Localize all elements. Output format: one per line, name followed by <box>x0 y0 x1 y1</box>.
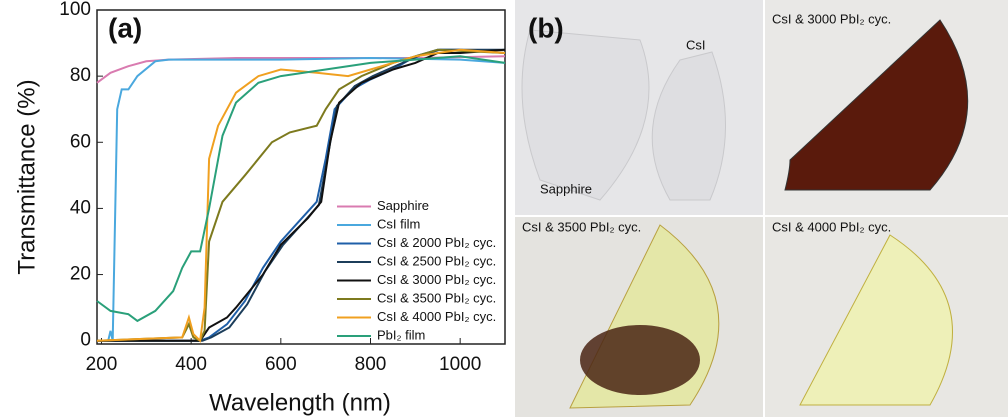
legend-label: CsI & 3000 PbI₂ cyc. <box>377 272 496 287</box>
panel-label: (b) <box>528 12 564 43</box>
photo-label: CsI & 3500 PbI₂ cyc. <box>522 219 641 234</box>
photo-label: CsI <box>686 37 706 52</box>
stain <box>580 325 700 395</box>
photo-panel: (b) CsI Sapphire CsI & 3000 PbI₂ cyc. Cs… <box>515 0 1008 417</box>
x-tick-label: 800 <box>355 354 387 375</box>
sample <box>784 19 969 191</box>
y-tick-label: 60 <box>70 131 91 152</box>
legend-label: PbI₂ film <box>377 327 425 342</box>
legend-label: CsI film <box>377 216 420 231</box>
photo-label: CsI & 4000 PbI₂ cyc. <box>772 219 891 234</box>
x-tick-label: 400 <box>175 354 207 375</box>
legend-label: Sapphire <box>377 198 429 213</box>
y-tick-label: 40 <box>70 197 91 218</box>
x-axis-label: Wavelength (nm) <box>209 389 391 416</box>
panel-label: (a) <box>108 12 142 43</box>
sample <box>521 29 650 201</box>
line <box>96 48 506 343</box>
line <box>96 55 506 323</box>
y-tick-label: 100 <box>59 0 91 20</box>
line <box>97 56 506 342</box>
x-tick-label: 600 <box>265 354 297 375</box>
line <box>96 48 506 343</box>
y-axis-label: Transmittance (%) <box>13 79 40 274</box>
x-tick-label: 1000 <box>439 354 481 375</box>
sample <box>651 51 726 201</box>
legend-label: CsI & 4000 PbI₂ cyc. <box>377 309 496 324</box>
y-tick-label: 20 <box>70 264 91 285</box>
photo-label: CsI & 3000 PbI₂ cyc. <box>772 11 891 26</box>
legend-label: CsI & 2000 PbI₂ cyc. <box>377 235 496 250</box>
y-tick-label: 0 <box>80 330 91 351</box>
legend-label: CsI & 2500 PbI₂ cyc. <box>377 253 496 268</box>
photo-label: Sapphire <box>540 181 592 196</box>
plot-frame <box>96 9 506 345</box>
y-tick-label: 80 <box>70 65 91 86</box>
sample <box>799 234 953 406</box>
x-tick-label: 200 <box>86 354 118 375</box>
legend-label: CsI & 3500 PbI₂ cyc. <box>377 290 496 305</box>
